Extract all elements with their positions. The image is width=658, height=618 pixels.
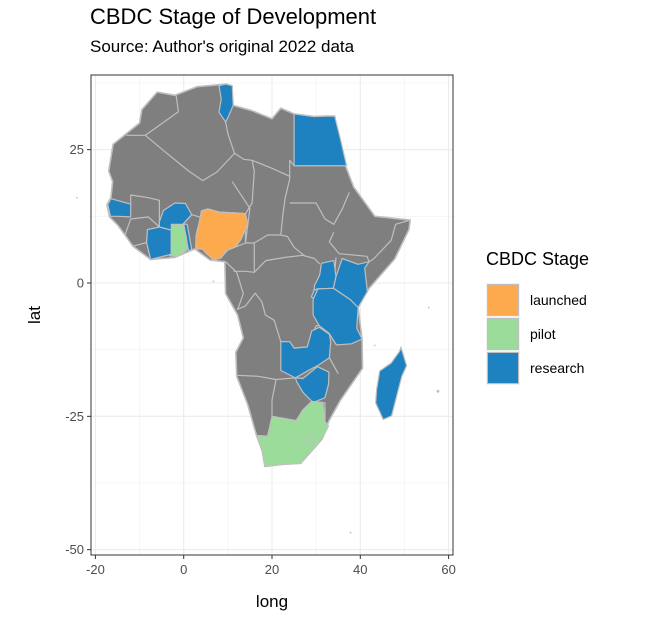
plot-panel xyxy=(76,74,454,556)
island-dot xyxy=(76,196,78,199)
country-border xyxy=(244,160,255,215)
country-border xyxy=(124,216,160,236)
africa-map xyxy=(76,83,440,534)
country-ghana xyxy=(169,223,188,257)
legend-swatch-research xyxy=(487,352,519,384)
country-tunisia xyxy=(218,83,234,123)
island-dot xyxy=(436,389,440,393)
country-border xyxy=(271,379,277,401)
country-border xyxy=(289,192,350,225)
legend: CBDC Stage launched pilot research xyxy=(486,249,589,385)
axes: -20 0 20 40 60 25 0 -25 -50 xyxy=(65,142,456,577)
x-axis-title: long xyxy=(256,592,288,611)
legend-label-research: research xyxy=(530,360,584,376)
x-tick-label: -20 xyxy=(86,562,105,577)
country-tanzania xyxy=(312,287,363,346)
country-zimbabwe xyxy=(294,366,330,404)
legend-title: CBDC Stage xyxy=(486,249,589,269)
x-tick-label: 60 xyxy=(441,562,455,577)
chart-title: CBDC Stage of Development xyxy=(90,4,376,29)
country-senegal xyxy=(107,198,132,218)
island-dot xyxy=(212,280,215,283)
country-border xyxy=(225,261,244,310)
chart-subtitle: Source: Author's original 2022 data xyxy=(90,37,355,56)
x-tick-label: 20 xyxy=(265,562,279,577)
country-border xyxy=(280,178,291,236)
country-border xyxy=(253,234,306,257)
country-border xyxy=(251,159,290,177)
country-zambia xyxy=(280,326,332,379)
legend-label-pilot: pilot xyxy=(530,326,556,342)
country-egypt xyxy=(293,113,348,167)
country-border xyxy=(233,254,321,273)
country-nigeria xyxy=(195,208,249,261)
legend-swatch-pilot xyxy=(487,318,519,350)
y-axis-title: lat xyxy=(25,306,44,324)
y-tick-label: 0 xyxy=(77,276,84,291)
island-dot xyxy=(427,306,430,309)
lesotho-border xyxy=(302,434,315,447)
country-border xyxy=(144,134,204,182)
legend-label-launched: launched xyxy=(530,292,587,308)
y-tick-label: -25 xyxy=(65,409,84,424)
country-cote-divoire xyxy=(146,226,172,261)
country-border xyxy=(220,181,251,258)
country-madagascar xyxy=(375,346,408,421)
x-tick-label: 0 xyxy=(180,562,187,577)
y-tick-label: 25 xyxy=(70,142,84,157)
island-dot xyxy=(374,344,376,347)
island-dot xyxy=(349,531,352,534)
legend-swatch-launched xyxy=(487,284,519,316)
x-tick-label: 40 xyxy=(353,562,367,577)
country-border xyxy=(202,152,235,182)
country-border xyxy=(144,95,179,136)
country-south-africa xyxy=(255,400,330,468)
y-tick-label: -50 xyxy=(65,542,84,557)
country-border xyxy=(234,152,253,161)
